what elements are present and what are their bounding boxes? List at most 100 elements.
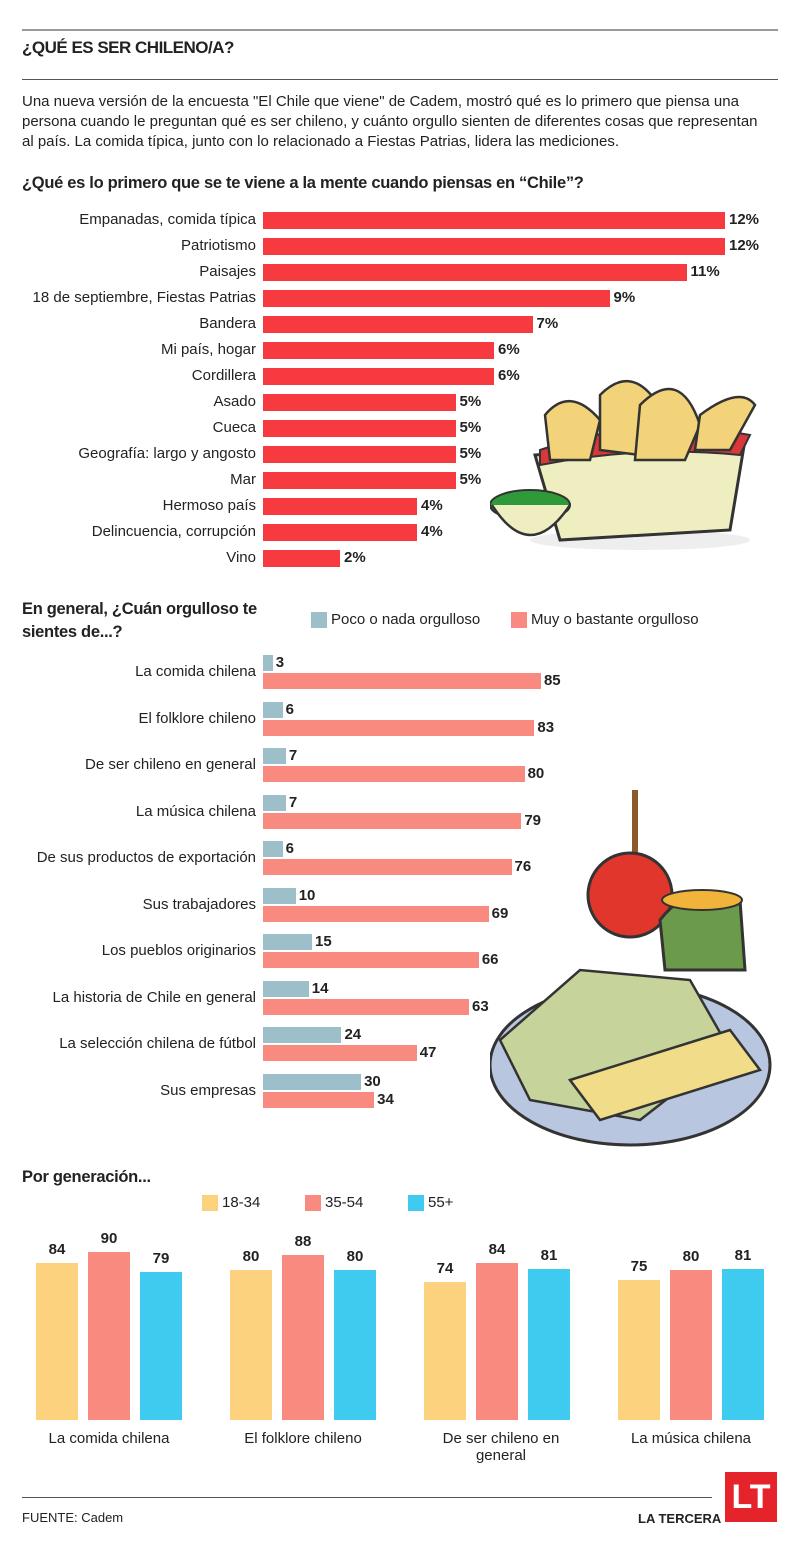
bar-muy bbox=[263, 905, 489, 922]
legend-label: Poco o nada orgulloso bbox=[331, 611, 481, 628]
bar-35-54 bbox=[88, 1251, 130, 1420]
data-label: 90 bbox=[100, 1229, 118, 1247]
data-label: 5% bbox=[459, 393, 482, 410]
data-label: 7% bbox=[536, 315, 559, 332]
data-label: 10 bbox=[298, 886, 316, 904]
category-label: Paisajes bbox=[199, 263, 256, 280]
data-label: 5% bbox=[459, 471, 482, 488]
data-label: 4% bbox=[421, 523, 443, 540]
bar bbox=[263, 264, 687, 281]
data-label: 81 bbox=[734, 1246, 752, 1264]
bar-muy bbox=[263, 812, 522, 829]
bar bbox=[263, 472, 456, 489]
category-label: Patriotismo bbox=[180, 237, 256, 254]
category-label: El folklore chileno bbox=[138, 709, 256, 727]
category-label: La música chilena bbox=[630, 1430, 752, 1447]
category-label: Mi país, hogar bbox=[160, 341, 256, 358]
legend-swatch bbox=[202, 1194, 218, 1211]
bar-poco bbox=[263, 887, 296, 904]
legend-swatch bbox=[511, 611, 527, 628]
data-label: 80 bbox=[527, 765, 545, 782]
bar-muy bbox=[263, 998, 469, 1015]
category-label: El folklore chileno bbox=[244, 1430, 362, 1447]
bar-muy bbox=[263, 952, 479, 968]
bar-55+ bbox=[528, 1268, 570, 1420]
bar-55+ bbox=[140, 1272, 182, 1420]
page-title: ¿QUÉ ES SER CHILENO/A? bbox=[22, 38, 234, 57]
data-label: 6% bbox=[498, 367, 520, 384]
brand-name: LA TERCERA bbox=[638, 1511, 722, 1526]
bar-18-34 bbox=[36, 1262, 78, 1420]
legend-swatch bbox=[305, 1194, 321, 1211]
bar bbox=[263, 446, 456, 463]
category-label: Empanadas, comida típica bbox=[79, 211, 256, 228]
intro-text: Una nueva versión de la encuesta "El Chi… bbox=[22, 93, 758, 150]
empanadas-illustration bbox=[490, 379, 757, 550]
legend-label: 18-34 bbox=[222, 1194, 261, 1211]
bar-poco bbox=[263, 794, 286, 811]
legend-label: 55+ bbox=[428, 1194, 454, 1211]
legend-label: 35-54 bbox=[325, 1194, 364, 1211]
data-label: 84 bbox=[48, 1240, 66, 1258]
category-label: Cordillera bbox=[191, 367, 256, 384]
category-label: Vino bbox=[226, 549, 256, 566]
legend-item-35-54: 35-54 bbox=[305, 1194, 363, 1211]
data-label: 2% bbox=[344, 549, 366, 566]
bar-poco bbox=[263, 980, 309, 997]
category-label: De ser chileno en general bbox=[442, 1430, 560, 1464]
data-label: 79 bbox=[524, 811, 542, 829]
data-label: 30 bbox=[364, 1072, 381, 1090]
title-rule bbox=[22, 79, 778, 80]
data-label: 80 bbox=[346, 1248, 364, 1266]
bar-poco bbox=[263, 748, 286, 764]
legend-swatch bbox=[311, 611, 327, 628]
bar-18-34 bbox=[230, 1270, 272, 1420]
legend-item-muy: Muy o bastante orgulloso bbox=[511, 611, 699, 628]
data-label: 6 bbox=[285, 700, 294, 718]
bar-poco bbox=[263, 1073, 362, 1090]
data-label: 12% bbox=[729, 237, 760, 254]
footer-rule bbox=[22, 1497, 712, 1498]
data-label: 7 bbox=[288, 793, 298, 811]
bar-poco bbox=[263, 841, 283, 857]
data-label: 6 bbox=[285, 840, 294, 857]
bar bbox=[263, 394, 456, 411]
data-label: 69 bbox=[491, 904, 509, 922]
bar bbox=[263, 420, 456, 437]
category-label: Hermoso país bbox=[162, 497, 256, 514]
category-label: Mar bbox=[230, 471, 256, 488]
bar bbox=[263, 212, 725, 229]
category-label: La comida chilena bbox=[135, 663, 256, 680]
data-label: 14 bbox=[311, 979, 329, 997]
category-label: La historia de Chile en general bbox=[52, 988, 256, 1006]
bar-poco bbox=[263, 934, 313, 950]
humitas-illustration bbox=[490, 790, 772, 1147]
bar bbox=[263, 524, 417, 541]
legend-swatch bbox=[408, 1194, 424, 1211]
data-label: 6% bbox=[498, 341, 520, 358]
top-rule bbox=[22, 29, 778, 31]
bar-muy bbox=[263, 673, 541, 689]
bar-35-54 bbox=[282, 1255, 324, 1420]
data-label: 9% bbox=[613, 289, 636, 306]
bar-muy bbox=[263, 1091, 375, 1108]
bar-muy bbox=[263, 719, 535, 736]
bar-35-54 bbox=[476, 1262, 518, 1420]
data-label: 5% bbox=[459, 419, 482, 436]
legend-item-18-34: 18-34 bbox=[202, 1194, 260, 1211]
bar-muy bbox=[263, 766, 525, 782]
bar bbox=[263, 550, 340, 567]
category-label: Los pueblos originarios bbox=[101, 942, 256, 959]
category-label: La comida chilena bbox=[48, 1430, 170, 1447]
category-label: La selección chilena de fútbol bbox=[59, 1035, 256, 1052]
data-label: 80 bbox=[242, 1248, 260, 1266]
bar-muy bbox=[263, 1045, 417, 1061]
data-label: 80 bbox=[682, 1248, 700, 1266]
chart2-title: En general, ¿Cuán orgulloso te sientes d… bbox=[22, 598, 262, 644]
category-label: Geografía: largo y angosto bbox=[78, 445, 256, 462]
legend-item-poco: Poco o nada orgulloso bbox=[311, 611, 480, 628]
data-label: 66 bbox=[481, 951, 499, 968]
bar bbox=[263, 368, 494, 385]
data-label: 24 bbox=[344, 1026, 362, 1043]
